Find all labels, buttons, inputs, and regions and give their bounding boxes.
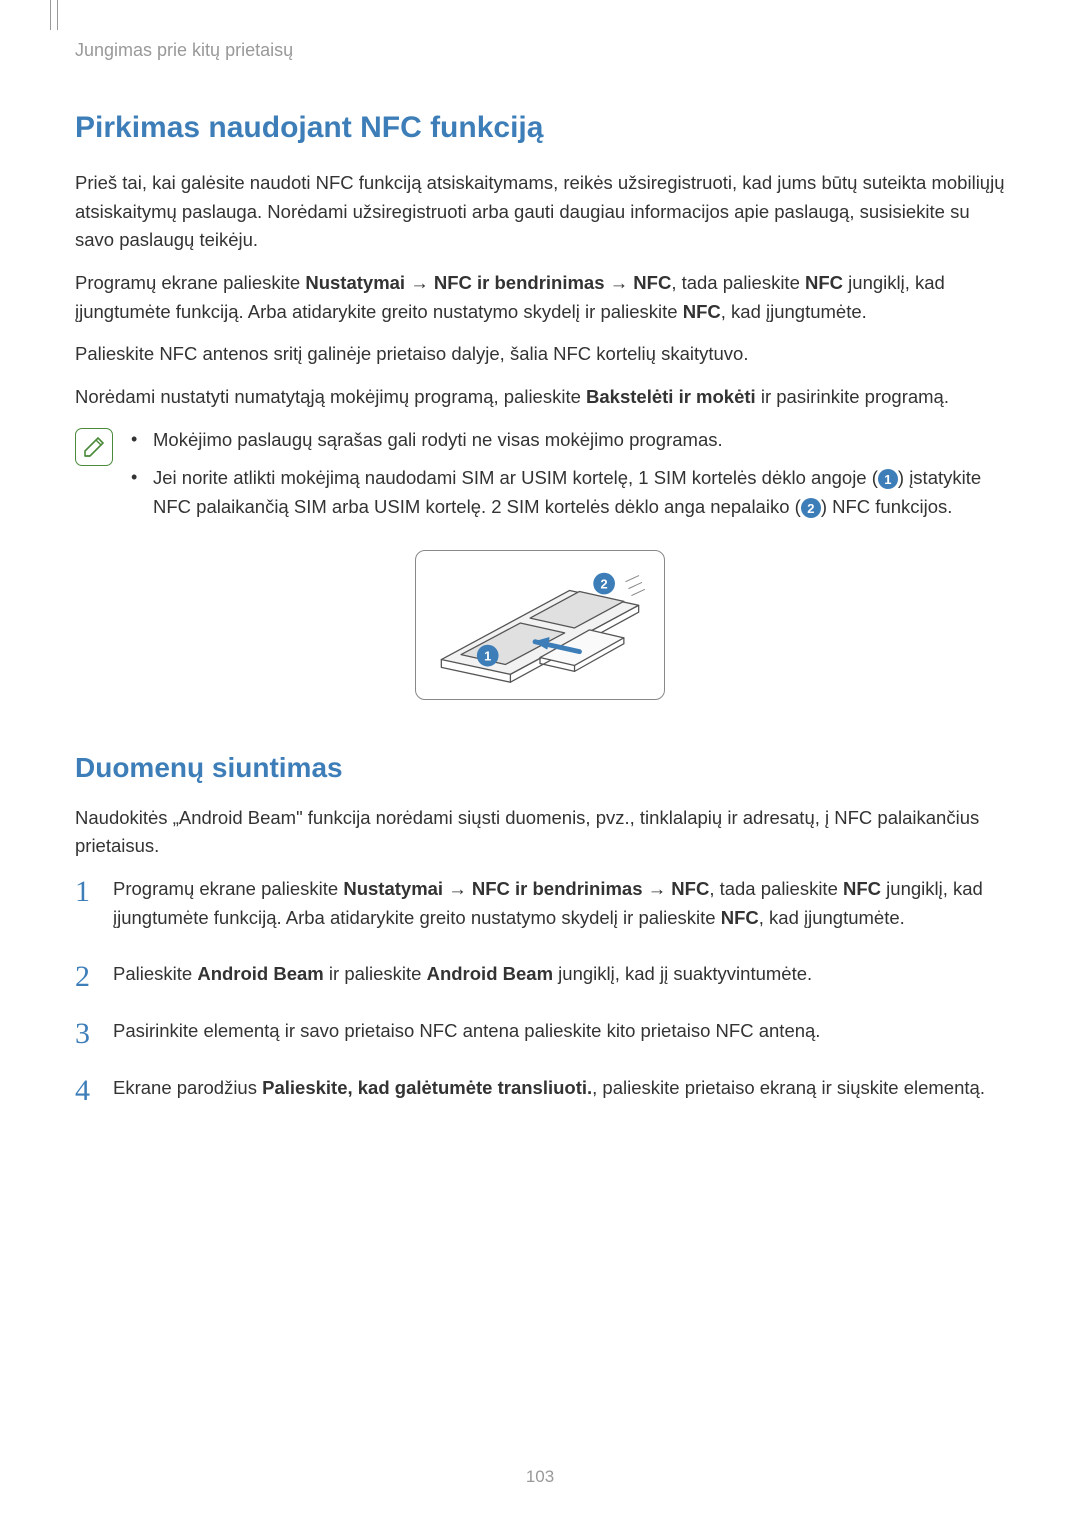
bold-label-nfc: NFC [843,878,881,899]
bold-label-android-beam: Android Beam [197,963,323,984]
text-run: Ekrane parodžius [113,1077,262,1098]
paragraph: Norėdami nustatyti numatytąją mokėjimų p… [75,383,1005,412]
text-run: jungiklį, kad jį suaktyvintumėte. [553,963,812,984]
text-run: , palieskite prietaiso ekraną ir siųskit… [592,1077,985,1098]
figure-badge-2: 2 [601,576,608,591]
section-heading-data-send: Duomenų siuntimas [75,752,1005,784]
bold-label-touch-to-beam: Palieskite, kad galėtumėte transliuoti. [262,1077,592,1098]
sim-tray-figure: 1 2 [75,550,1005,700]
arrow-icon: → [443,878,472,899]
text-run: ) NFC funkcijos. [821,496,953,517]
bold-label-settings: Nustatymai [343,878,443,899]
text-run: Palieskite [113,963,197,984]
step-item: 1 Programų ekrane palieskite Nustatymai … [75,875,1005,932]
step-number: 1 [75,869,90,916]
text-run: Programų ekrane palieskite [75,272,305,293]
badge-number-1: 1 [878,469,898,489]
text-run: , tada palieskite [671,272,805,293]
text-run: , tada palieskite [709,878,843,899]
note-list-item: Jei norite atlikti mokėjimą naudodami SI… [153,464,1005,521]
text-run: Norėdami nustatyti numatytąją mokėjimų p… [75,386,586,407]
pencil-note-icon [81,434,107,460]
step-number: 4 [75,1068,90,1115]
arrow-icon: → [605,272,634,293]
document-page: Jungimas prie kitų prietaisų Pirkimas na… [0,0,1080,1527]
text-run: Programų ekrane palieskite [113,878,343,899]
bold-label-nfc: NFC [721,907,759,928]
page-number: 103 [0,1467,1080,1487]
arrow-icon: → [405,272,434,293]
breadcrumb: Jungimas prie kitų prietaisų [75,40,1005,61]
figure-badge-1: 1 [484,648,491,663]
note-list: Mokėjimo paslaugų sąrašas gali rodyti ne… [125,426,1005,532]
note-block: Mokėjimo paslaugų sąrašas gali rodyti ne… [75,426,1005,532]
step-item: 4 Ekrane parodžius Palieskite, kad galėt… [75,1074,1005,1103]
numbered-steps: 1 Programų ekrane palieskite Nustatymai … [75,875,1005,1102]
bold-label-nfc: NFC [671,878,709,899]
paragraph: Palieskite NFC antenos sritį galinėje pr… [75,340,1005,369]
step-number: 3 [75,1011,90,1058]
text-run: ir palieskite [324,963,427,984]
badge-number-2: 2 [801,498,821,518]
text-run: , kad įjungtumėte. [759,907,905,928]
bold-label-settings: Nustatymai [305,272,405,293]
note-list-item: Mokėjimo paslaugų sąrašas gali rodyti ne… [153,426,1005,455]
bold-label-nfc-sharing: NFC ir bendrinimas [472,878,643,899]
text-run: Pasirinkite elementą ir savo prietaiso N… [113,1020,820,1041]
note-icon-column [75,426,125,532]
bold-label-tap-and-pay: Bakstelėti ir mokėti [586,386,756,407]
bold-label-nfc: NFC [805,272,843,293]
note-icon [75,428,113,466]
bold-label-nfc: NFC [633,272,671,293]
bold-label-nfc: NFC [683,301,721,322]
paragraph: Naudokitės „Android Beam" funkcija norėd… [75,804,1005,861]
paragraph: Programų ekrane palieskite Nustatymai → … [75,269,1005,326]
arrow-icon: → [643,878,672,899]
sim-tray-diagram: 1 2 [415,550,665,700]
text-run: , kad įjungtumėte. [721,301,867,322]
paragraph: Prieš tai, kai galėsite naudoti NFC funk… [75,169,1005,255]
bold-label-nfc-sharing: NFC ir bendrinimas [434,272,605,293]
step-item: 2 Palieskite Android Beam ir palieskite … [75,960,1005,989]
text-run: Jei norite atlikti mokėjimą naudodami SI… [153,467,878,488]
bold-label-android-beam: Android Beam [427,963,553,984]
step-item: 3 Pasirinkite elementą ir savo prietaiso… [75,1017,1005,1046]
text-run: ir pasirinkite programą. [756,386,949,407]
step-number: 2 [75,954,90,1001]
section-heading-nfc-purchase: Pirkimas naudojant NFC funkciją [75,111,1005,145]
